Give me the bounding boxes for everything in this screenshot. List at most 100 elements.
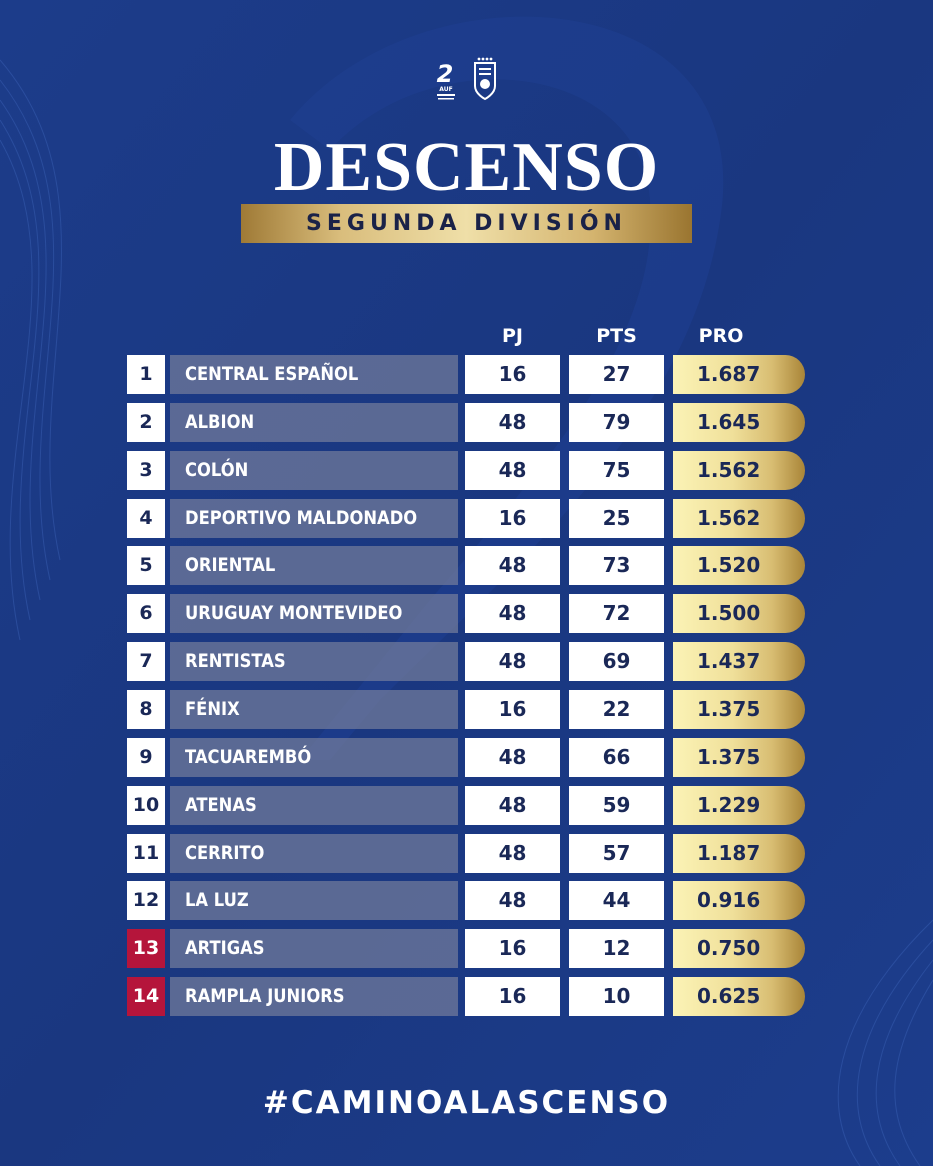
team-cell: ARTIGAS: [170, 929, 458, 968]
team-cell: RENTISTAS: [170, 642, 458, 681]
pj-cell: 16: [465, 355, 560, 394]
pro-value: 1.187: [697, 841, 761, 865]
rank-cell: 11: [127, 834, 165, 873]
team-name: ATENAS: [185, 794, 257, 816]
team-cell: RAMPLA JUNIORS: [170, 977, 458, 1016]
pts-cell: 73: [569, 546, 664, 585]
pj-cell: 48: [465, 451, 560, 490]
rank-cell: 14: [127, 977, 165, 1016]
table-row: 14 RAMPLA JUNIORS 16 10 0.625: [0, 977, 933, 1016]
team-cell: URUGUAY MONTEVIDEO: [170, 594, 458, 633]
svg-text:2: 2: [437, 60, 454, 88]
pro-cell: 0.750: [673, 929, 805, 968]
pts-cell: 44: [569, 881, 664, 920]
auf-shield-icon: [474, 57, 496, 101]
pts-cell: 10: [569, 977, 664, 1016]
team-cell: TACUAREMBÓ: [170, 738, 458, 777]
team-name: DEPORTIVO MALDONADO: [185, 507, 418, 529]
table-row: 13 ARTIGAS 16 12 0.750: [0, 929, 933, 968]
pro-value: 1.562: [697, 506, 761, 530]
rank-cell: 10: [127, 786, 165, 825]
pts-cell: 22: [569, 690, 664, 729]
rank-cell: 9: [127, 738, 165, 777]
pj-cell: 48: [465, 403, 560, 442]
pro-cell: 1.687: [673, 355, 805, 394]
pj-cell: 48: [465, 786, 560, 825]
pro-value: 1.562: [697, 458, 761, 482]
pro-value: 1.375: [697, 697, 761, 721]
rank-cell: 3: [127, 451, 165, 490]
pro-cell: 1.375: [673, 738, 805, 777]
team-cell: CENTRAL ESPAÑOL: [170, 355, 458, 394]
table-row: 8 FÉNIX 16 22 1.375: [0, 690, 933, 729]
pj-cell: 48: [465, 546, 560, 585]
pro-cell: 1.520: [673, 546, 805, 585]
pro-value: 1.229: [697, 793, 761, 817]
pj-cell: 16: [465, 929, 560, 968]
table-row: 4 DEPORTIVO MALDONADO 16 25 1.562: [0, 499, 933, 538]
pro-cell: 1.500: [673, 594, 805, 633]
table-row: 1 CENTRAL ESPAÑOL 16 27 1.687: [0, 355, 933, 394]
team-name: LA LUZ: [185, 889, 249, 911]
pj-cell: 16: [465, 499, 560, 538]
rank-cell: 4: [127, 499, 165, 538]
pro-value: 0.916: [697, 888, 761, 912]
team-cell: ALBION: [170, 403, 458, 442]
pts-cell: 59: [569, 786, 664, 825]
pro-value: 1.645: [697, 410, 761, 434]
team-name: FÉNIX: [185, 698, 240, 720]
rank-cell: 8: [127, 690, 165, 729]
table-row: 7 RENTISTAS 48 69 1.437: [0, 642, 933, 681]
pj-cell: 48: [465, 881, 560, 920]
svg-text:AUF: AUF: [439, 86, 452, 93]
table-row: 2 ALBION 48 79 1.645: [0, 403, 933, 442]
team-name: ORIENTAL: [185, 554, 276, 576]
pts-cell: 72: [569, 594, 664, 633]
subtitle-band: SEGUNDA DIVISIÓN: [241, 204, 692, 243]
team-name: CERRITO: [185, 842, 265, 864]
rank-cell: 7: [127, 642, 165, 681]
pts-cell: 69: [569, 642, 664, 681]
pts-cell: 27: [569, 355, 664, 394]
pro-cell: 1.562: [673, 451, 805, 490]
team-name: ARTIGAS: [185, 937, 265, 959]
pts-cell: 66: [569, 738, 664, 777]
rank-cell: 5: [127, 546, 165, 585]
pro-cell: 1.187: [673, 834, 805, 873]
pro-value: 1.437: [697, 649, 761, 673]
pj-cell: 48: [465, 738, 560, 777]
team-name: CENTRAL ESPAÑOL: [185, 363, 359, 385]
pro-value: 1.375: [697, 745, 761, 769]
rank-cell: 6: [127, 594, 165, 633]
logos: 2 AUF: [434, 56, 500, 102]
team-cell: ORIENTAL: [170, 546, 458, 585]
team-name: RENTISTAS: [185, 650, 286, 672]
pro-cell: 1.375: [673, 690, 805, 729]
team-cell: ATENAS: [170, 786, 458, 825]
table-row: 9 TACUAREMBÓ 48 66 1.375: [0, 738, 933, 777]
pj-cell: 48: [465, 642, 560, 681]
pro-cell: 0.625: [673, 977, 805, 1016]
rank-cell: 1: [127, 355, 165, 394]
rank-cell: 12: [127, 881, 165, 920]
table-row: 3 COLÓN 48 75 1.562: [0, 451, 933, 490]
team-cell: FÉNIX: [170, 690, 458, 729]
pro-value: 1.687: [697, 362, 761, 386]
hashtag: #CAMINOALASCENSO: [262, 1085, 671, 1121]
team-name: URUGUAY MONTEVIDEO: [185, 602, 403, 624]
rank-cell: 2: [127, 403, 165, 442]
team-name: COLÓN: [185, 459, 249, 481]
table-row: 11 CERRITO 48 57 1.187: [0, 834, 933, 873]
pts-cell: 79: [569, 403, 664, 442]
pts-cell: 25: [569, 499, 664, 538]
pro-cell: 1.229: [673, 786, 805, 825]
column-header-pj: PJ: [502, 325, 523, 347]
rank-cell: 13: [127, 929, 165, 968]
pj-cell: 48: [465, 834, 560, 873]
pro-cell: 1.645: [673, 403, 805, 442]
page-title: DESCENSO: [273, 129, 660, 206]
pro-value: 0.750: [697, 936, 761, 960]
team-cell: CERRITO: [170, 834, 458, 873]
team-cell: DEPORTIVO MALDONADO: [170, 499, 458, 538]
